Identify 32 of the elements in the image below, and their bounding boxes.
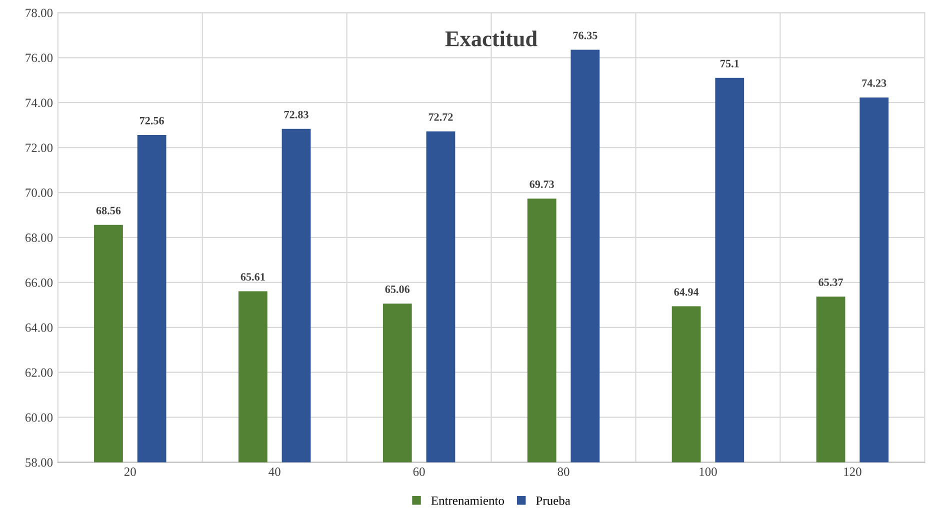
data-label: 72.83 [284,110,308,118]
y-tick-label: 62.00 [25,368,53,377]
data-label: 64.94 [674,288,699,296]
y-tick-label: 58.00 [26,458,53,467]
x-tick-label: 120 [844,468,862,476]
data-label: 76.35 [573,32,598,40]
x-tick-label: 100 [700,468,717,476]
y-tick-label: 70.00 [26,188,53,198]
data-label: 65.06 [385,285,410,294]
y-tick-label: 60.00 [25,413,53,422]
y-tick-label: 68.00 [25,234,53,242]
y-tick-label: 74.00 [26,98,53,108]
data-label: 68.56 [96,206,121,214]
y-tick-label: 78.00 [26,8,53,18]
y-tick-label: 66.00 [25,278,53,287]
y-tick-label: 76.00 [26,54,53,62]
data-label: 69.73 [530,180,554,188]
data-label: 72.56 [140,116,164,124]
legend-label: Entrenamiento [431,496,504,505]
y-tick-label: 64.00 [25,323,53,332]
data-label: 74.23 [862,79,886,87]
x-tick-label: 80 [558,468,570,476]
x-tick-label: 20 [124,468,136,476]
data-label: 65.61 [240,273,265,281]
data-label: 65.37 [818,278,843,286]
x-tick-label: 40 [268,468,280,476]
text: Exactitud [445,30,538,46]
data-label: 72.72 [428,113,453,121]
x-tick-label: 60 [413,468,425,476]
data-label: 75.1 [720,60,739,68]
y-tick-label: 72.00 [26,144,53,152]
legend-label: Prueba [536,496,570,505]
